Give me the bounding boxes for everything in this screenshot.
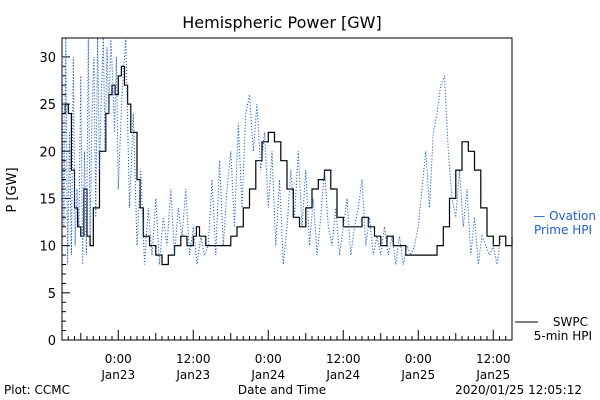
legend-ovation-line1: — Ovation [533, 209, 596, 223]
legend-swpc-line2: 5-min HPI [534, 329, 592, 343]
chart-title: Hemispheric Power [GW] [182, 13, 381, 32]
x-tick-time-label: 0:00 [255, 352, 282, 366]
x-tick-time-label: 12:00 [176, 352, 211, 366]
x-tick-date-label: Jan24 [325, 368, 360, 382]
x-tick-date-label: Jan25 [400, 368, 435, 382]
y-tick-label: 5 [48, 287, 56, 302]
x-axis-ticks: 0:00 Jan23 12:00 Jan23 0:00 Jan24 12:00 Jan24 0:… [61, 330, 513, 382]
y-tick-label: 30 [39, 51, 56, 66]
x-tick-date-label: Jan23 [100, 368, 135, 382]
y-tick-label: 10 [39, 240, 56, 255]
x-tick-date-label: Jan25 [475, 368, 510, 382]
y-tick-label: 0 [48, 334, 56, 349]
x-tick-time-label: 12:00 [326, 352, 361, 366]
y-axis-ticks: 0 5 10 15 20 25 30 [39, 51, 70, 349]
legend-swpc-line1: SWPC [553, 315, 588, 329]
series-lines [61, 37, 513, 266]
x-tick-date-label: Jan24 [250, 368, 285, 382]
y-tick-label: 20 [39, 145, 56, 160]
legend-ovation-line2: Prime HPI [534, 223, 592, 237]
y-axis-label: P [GW] [5, 167, 20, 212]
x-axis-label: Date and Time [238, 383, 326, 397]
series-line-swpc [62, 65, 513, 266]
plot-credit: Plot: CCMC [4, 383, 70, 397]
y-tick-label: 15 [39, 192, 56, 207]
x-tick-time-label: 0:00 [405, 352, 432, 366]
y-tick-label: 25 [39, 98, 56, 113]
x-tick-time-label: 12:00 [476, 352, 511, 366]
x-tick-date-label: Jan23 [175, 368, 210, 382]
x-tick-time-label: 0:00 [105, 352, 132, 366]
plot-timestamp: 2020/01/25 12:05:12 [455, 383, 582, 397]
